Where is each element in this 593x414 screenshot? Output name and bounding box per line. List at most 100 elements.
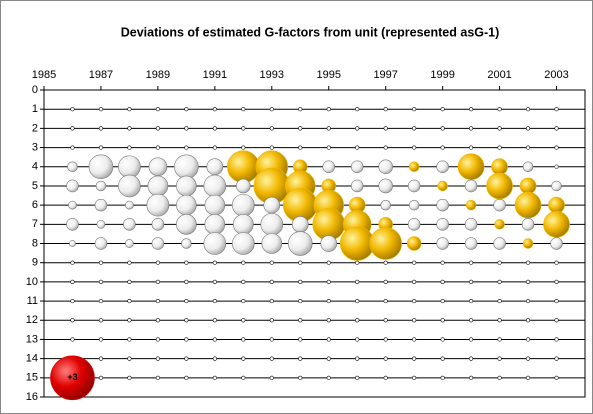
grid-dot	[298, 356, 303, 361]
grid-dot	[98, 260, 104, 265]
grid-dot	[525, 107, 531, 112]
bubble	[493, 198, 506, 212]
y-tick-label: 10	[26, 276, 38, 288]
grid-dot	[469, 337, 474, 342]
grid-dot	[469, 375, 474, 380]
chart-title: Deviations of estimated G-factors from u…	[121, 25, 500, 39]
bubble	[68, 200, 77, 210]
grid-dot	[184, 318, 189, 323]
grid-dot	[355, 279, 360, 284]
bubble	[436, 198, 449, 212]
grid-dot	[440, 279, 445, 284]
grid-dot	[554, 145, 559, 150]
bubble	[94, 237, 108, 250]
grid-dot	[212, 260, 217, 265]
grid-dot	[241, 145, 246, 150]
grid-dot	[184, 279, 189, 284]
grid-dot	[269, 298, 274, 304]
grid-dot	[241, 107, 246, 112]
bubble	[118, 174, 141, 198]
grid-dot	[497, 298, 502, 304]
grid-dot	[269, 356, 274, 361]
grid-dot	[383, 145, 388, 150]
grid-dot	[98, 356, 104, 361]
y-tick-label: 5	[32, 180, 38, 192]
grid-dot	[127, 145, 132, 150]
bubble	[491, 158, 508, 176]
legend-bubble	[50, 355, 95, 401]
grid-dot	[469, 260, 474, 265]
x-tick-label: 1997	[373, 69, 397, 81]
grid-dot	[155, 145, 160, 150]
grid-dot	[440, 298, 445, 304]
grid-dot	[355, 107, 360, 112]
grid-dot	[298, 145, 303, 150]
grid-dot	[497, 356, 502, 361]
grid-dot	[98, 107, 104, 112]
grid-dot	[212, 126, 217, 131]
grid-dot	[70, 279, 75, 284]
grid-dot	[127, 260, 132, 265]
bubble	[350, 160, 364, 174]
y-tick-label: 7	[32, 218, 38, 230]
bubble	[123, 218, 136, 231]
y-tick-label: 1	[32, 103, 38, 115]
y-tick-label: 15	[26, 372, 38, 384]
grid-dot	[155, 260, 160, 265]
bubble	[94, 198, 108, 212]
grid-dot	[241, 260, 246, 265]
grid-dot	[469, 279, 474, 284]
grid-dot	[184, 126, 189, 131]
grid-dot	[269, 107, 274, 112]
bubble	[260, 213, 284, 236]
grid-dot	[70, 145, 75, 150]
bubble	[151, 237, 165, 250]
grid-dot	[241, 318, 246, 323]
grid-dot	[497, 145, 502, 150]
grid-dot	[298, 126, 303, 131]
grid-dot	[269, 279, 274, 284]
grid-dot	[70, 318, 75, 323]
bubble	[125, 200, 134, 210]
grid-dot	[383, 126, 388, 131]
bubble	[320, 235, 338, 252]
bubble	[287, 231, 313, 256]
grid-dot	[127, 279, 132, 284]
y-tick-label: 13	[26, 333, 38, 345]
grid-dot	[127, 107, 132, 112]
grid-dot	[554, 260, 559, 265]
bubble	[406, 236, 422, 251]
bubble	[514, 191, 542, 219]
bubble	[464, 179, 478, 193]
bubble	[67, 161, 78, 172]
grid-dot	[70, 298, 75, 304]
grid-dot	[212, 337, 217, 342]
grid-dot	[383, 337, 388, 342]
grid-dot	[98, 126, 104, 131]
bubble	[494, 219, 505, 230]
grid-dot	[326, 375, 331, 380]
grid-dot	[383, 318, 388, 323]
grid-dot	[525, 298, 531, 304]
bubble	[151, 218, 165, 231]
grid-dot	[155, 356, 160, 361]
grid-dot	[155, 337, 160, 342]
grid-dot	[269, 260, 274, 265]
x-tick-label: 2003	[544, 69, 568, 81]
grid-dot	[127, 298, 132, 304]
grid-dot	[127, 337, 132, 342]
bubble	[232, 232, 255, 255]
grid-dot	[383, 375, 388, 380]
grid-dot	[98, 318, 104, 323]
grid-dot	[298, 318, 303, 323]
grid-dot	[326, 337, 331, 342]
grid-dot	[184, 107, 189, 112]
bubble	[95, 180, 107, 192]
grid-dot	[412, 318, 417, 323]
grid-dot	[298, 279, 303, 284]
bubble	[339, 226, 375, 261]
grid-dot	[241, 298, 246, 304]
grid-dot	[355, 298, 360, 304]
grid-dot	[554, 318, 559, 323]
grid-dot	[554, 298, 559, 304]
